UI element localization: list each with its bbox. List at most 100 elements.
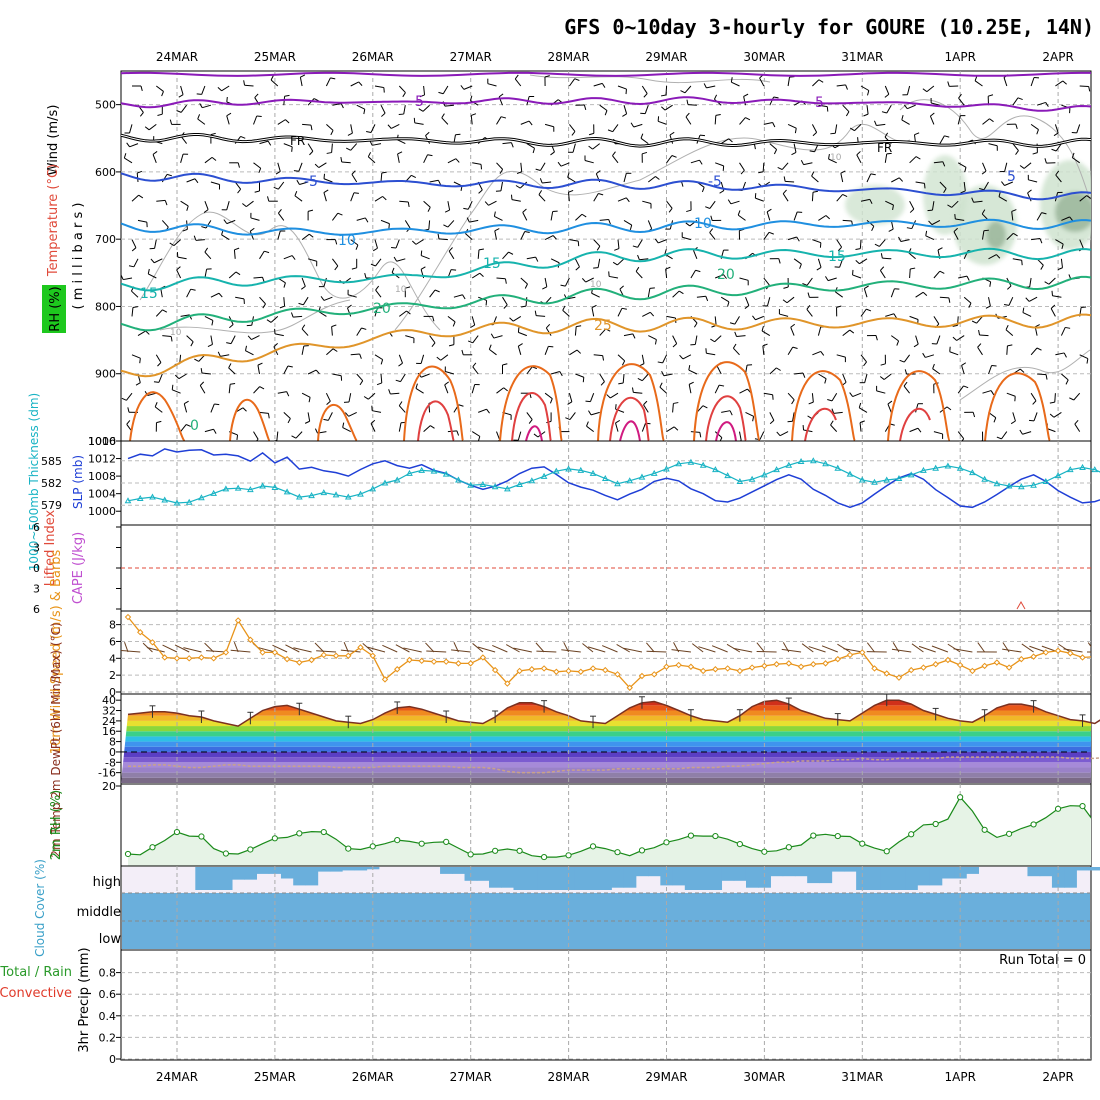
wind-barb bbox=[909, 156, 917, 164]
wind-barb bbox=[709, 200, 716, 209]
wind-barb-flag bbox=[947, 81, 950, 87]
wind-barb bbox=[890, 288, 895, 298]
wind-barb bbox=[907, 104, 916, 110]
wind-barb-flag bbox=[236, 434, 239, 440]
surface-wind-barb bbox=[711, 645, 728, 653]
wind-barb bbox=[882, 257, 892, 260]
high-cloud-bar bbox=[586, 867, 600, 890]
wind-barb-flag bbox=[845, 111, 850, 117]
wind-barb-flag bbox=[888, 228, 894, 232]
wind-speed-point bbox=[895, 674, 903, 681]
thickness-point bbox=[552, 467, 560, 474]
wind-barb bbox=[204, 428, 214, 433]
wind-speed-point bbox=[859, 649, 866, 656]
rh-point bbox=[810, 832, 817, 839]
rh-point bbox=[320, 828, 327, 836]
wind-barb bbox=[356, 104, 366, 110]
wind-barb bbox=[977, 346, 983, 356]
cloud-axis-label: Cloud Cover (%) bbox=[33, 859, 47, 957]
surface-wind-barb bbox=[616, 644, 630, 653]
high-cloud-bar bbox=[856, 867, 869, 890]
wind-barb bbox=[544, 123, 554, 128]
wind-barb-flag bbox=[871, 226, 875, 232]
wind-barb-flag bbox=[467, 340, 473, 344]
wind-barb bbox=[690, 159, 700, 164]
wind-speed-point bbox=[185, 655, 193, 662]
wind-barb-flag bbox=[359, 353, 362, 359]
wind-barb-flag bbox=[989, 281, 992, 287]
wind-barb-flag bbox=[323, 173, 326, 179]
wind-barb-flag bbox=[655, 176, 660, 180]
wind-barb-flag bbox=[1044, 158, 1047, 164]
wind-barb-flag bbox=[777, 166, 783, 171]
wind-barb-flag bbox=[200, 368, 203, 374]
surface-wind-barb bbox=[340, 649, 361, 653]
temp-band bbox=[121, 751, 1091, 758]
wind-barb bbox=[903, 354, 911, 363]
thickness-point bbox=[650, 469, 658, 476]
wind-barb bbox=[714, 316, 717, 326]
wind-barb bbox=[180, 154, 184, 163]
rh-point bbox=[834, 832, 841, 840]
wind-barb bbox=[477, 249, 480, 259]
wind-barb bbox=[493, 335, 503, 339]
thickness-point bbox=[761, 471, 768, 478]
wind-barb bbox=[793, 258, 802, 265]
tick-label: 900 bbox=[95, 368, 116, 381]
wind-barb bbox=[666, 426, 675, 433]
contour-label: 0 bbox=[190, 418, 199, 434]
wind-barb-flag bbox=[156, 420, 162, 424]
rh-contour bbox=[959, 349, 1091, 401]
wind-barb bbox=[429, 289, 436, 298]
wind-barb-flag bbox=[778, 258, 781, 264]
wind-barb-flag bbox=[944, 135, 950, 138]
thickness-point bbox=[1030, 481, 1037, 488]
wind-barb-flag bbox=[397, 151, 403, 155]
wind-barb bbox=[129, 124, 133, 134]
wind-barb bbox=[155, 354, 162, 363]
wind-barb-flag bbox=[300, 74, 306, 78]
wind-barb bbox=[761, 330, 771, 337]
wind-barb-flag bbox=[342, 422, 345, 428]
wind-barb-flag bbox=[283, 282, 286, 288]
wind-barb-flag bbox=[498, 93, 504, 98]
wind-barb-flag bbox=[1017, 97, 1023, 101]
wind-barb-flag bbox=[486, 408, 490, 414]
wind-barb-flag bbox=[226, 96, 228, 103]
wind-barb bbox=[599, 373, 605, 382]
wind-barb bbox=[706, 85, 716, 89]
high-cloud-bar bbox=[1051, 867, 1065, 888]
wind-barb-flag bbox=[799, 263, 802, 269]
wind-barb-flag bbox=[203, 209, 209, 213]
wind-barb-flag bbox=[927, 209, 933, 212]
wind-barb bbox=[444, 104, 454, 107]
wind-barb-flag bbox=[154, 402, 158, 408]
temp-band bbox=[121, 757, 1091, 763]
thickness-point bbox=[993, 480, 1001, 487]
temperature-label: Temperature (°C) bbox=[46, 164, 61, 277]
wind-barb-flag bbox=[758, 171, 764, 174]
wind-barb-flag bbox=[345, 147, 351, 151]
wind-barb-flag bbox=[988, 94, 994, 97]
wind-barb bbox=[1055, 80, 1064, 87]
tick-label: 8 bbox=[109, 619, 116, 632]
wind-barb bbox=[526, 143, 535, 149]
wind-barb-flag bbox=[930, 112, 935, 117]
wind-barb-flag bbox=[909, 208, 915, 213]
wind-barb bbox=[565, 277, 570, 287]
wind-barb bbox=[233, 249, 236, 259]
thickness-slp-series bbox=[124, 448, 1100, 509]
wind-barb-flag bbox=[139, 112, 144, 117]
rh-point bbox=[638, 847, 646, 854]
wind-barb-flag bbox=[528, 120, 533, 126]
wind-speed-point bbox=[871, 665, 878, 672]
wind-speed-point bbox=[271, 649, 279, 656]
wind-barb bbox=[522, 212, 528, 221]
high-cloud-bar bbox=[684, 867, 698, 890]
temp-band bbox=[121, 777, 1091, 783]
wind-barb-flag bbox=[477, 436, 481, 441]
wind-barb bbox=[1028, 179, 1038, 183]
wind-barb-flag bbox=[903, 381, 908, 387]
wind-barb bbox=[903, 385, 910, 394]
temp-band bbox=[121, 726, 1091, 732]
